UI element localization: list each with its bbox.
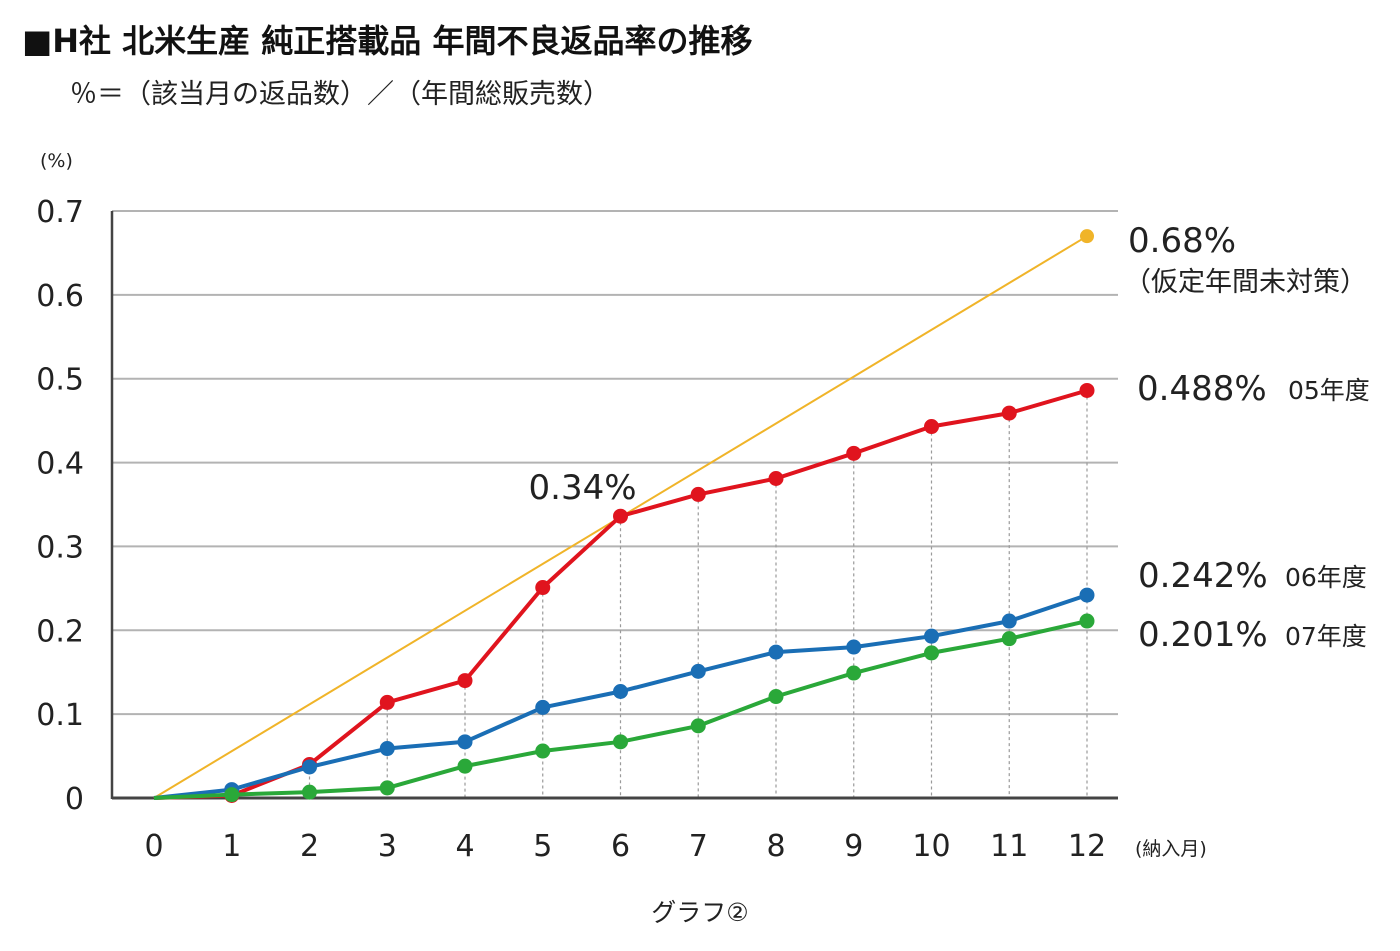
x-tick-label-10: 10	[912, 829, 950, 864]
x-axis-unit-label: (納入月)	[1135, 838, 1207, 860]
end-value-label-fy05: 0.488%	[1137, 369, 1267, 409]
data-point-fy07-5	[535, 743, 551, 759]
data-point-fy05-6	[613, 508, 628, 524]
x-tick-labels: 0 1 2 3 4 5 6 7 8 9 10 11 12	[144, 829, 1106, 864]
data-point-fy06-9	[846, 639, 862, 655]
data-point-fy06-4	[457, 734, 473, 750]
data-point-fy07-7	[690, 718, 706, 734]
peak-value-label-fy05: 0.34%	[529, 468, 637, 508]
y-tick-label-2: 0.2	[36, 614, 84, 649]
end-year-label-fy07: 07年度	[1285, 622, 1367, 651]
x-tick-label-2: 2	[300, 829, 319, 864]
y-tick-label-0: 0	[65, 782, 84, 817]
data-point-fy06-10	[924, 628, 939, 644]
data-point-fy06-11	[1001, 613, 1017, 629]
x-tick-label-6: 6	[611, 829, 630, 864]
y-tick-label-6: 0.6	[36, 279, 84, 314]
data-point-fy06-12	[1079, 587, 1095, 603]
y-tick-label-7: 0.7	[36, 195, 84, 230]
chart-caption: グラフ②	[651, 898, 748, 927]
x-tick-label-5: 5	[533, 829, 552, 864]
data-point-fy06-5	[535, 699, 551, 715]
axes	[110, 211, 1118, 800]
data-point-fy05-3	[379, 694, 395, 710]
y-tick-label-3: 0.3	[36, 530, 84, 565]
x-tick-label-4: 4	[455, 829, 474, 864]
data-point-fy07-11	[1001, 631, 1017, 647]
x-tick-label-8: 8	[766, 829, 785, 864]
data-point-fy05-10	[924, 419, 939, 435]
end-year-label-fy06: 06年度	[1285, 563, 1367, 592]
data-point-fy07-12	[1079, 613, 1095, 629]
series-lines	[153, 229, 1095, 803]
data-point-fy05-7	[690, 486, 706, 502]
x-tick-label-0: 0	[144, 829, 163, 864]
x-tick-label-12: 12	[1068, 829, 1106, 864]
x-tick-label-3: 3	[378, 829, 397, 864]
data-point-fy05-12	[1079, 382, 1095, 398]
x-tick-label-9: 9	[844, 829, 863, 864]
data-point-fy05-8	[768, 471, 784, 487]
chart-subtitle: ％＝（該当月の返品数）／（年間総販売数）	[70, 79, 610, 110]
data-point-fy07-1	[224, 787, 240, 803]
data-point-fy06-6	[613, 684, 628, 700]
end-note-label-assumed: （仮定年間未対策）	[1124, 267, 1367, 298]
end-value-label-assumed: 0.68%	[1128, 221, 1236, 261]
data-point-assumed-1	[1080, 229, 1094, 244]
data-point-fy06-2	[302, 759, 317, 775]
data-point-fy05-9	[846, 445, 862, 461]
x-tick-label-11: 11	[990, 829, 1028, 864]
end-year-label-fy05: 05年度	[1288, 376, 1370, 405]
data-point-fy06-3	[379, 741, 395, 757]
x-tick-label-7: 7	[689, 829, 708, 864]
data-point-fy05-11	[1001, 405, 1017, 421]
chart-title: ■H社 北米生産 純正搭載品 年間不良返品率の推移	[22, 22, 752, 60]
end-value-label-fy06: 0.242%	[1138, 556, 1268, 596]
data-point-fy06-7	[690, 663, 706, 679]
y-tick-label-5: 0.5	[36, 363, 84, 398]
data-point-fy07-6	[613, 734, 628, 750]
y-tick-label-4: 0.4	[36, 447, 84, 482]
y-tick-labels: 0 0.1 0.2 0.3 0.4 0.5 0.6 0.7	[36, 195, 84, 817]
x-tick-label-1: 1	[222, 829, 241, 864]
data-point-fy06-8	[768, 644, 784, 660]
y-axis-unit-label: (%)	[40, 150, 73, 172]
data-point-fy07-10	[924, 645, 939, 661]
data-point-fy07-3	[379, 780, 395, 796]
data-point-fy05-5	[535, 580, 551, 596]
data-point-fy07-4	[457, 758, 473, 774]
end-value-label-fy07: 0.201%	[1138, 615, 1268, 655]
data-point-fy05-4	[457, 673, 473, 689]
data-point-fy07-8	[768, 689, 784, 705]
data-point-fy07-2	[302, 784, 317, 800]
data-point-fy07-9	[846, 665, 862, 681]
series-labels: 0.68% （仮定年間未対策） 0.488% 05年度 0.34% 0.242% 06年度 0…	[529, 221, 1370, 655]
gridlines	[112, 210, 1118, 798]
y-tick-label-1: 0.1	[36, 698, 84, 733]
